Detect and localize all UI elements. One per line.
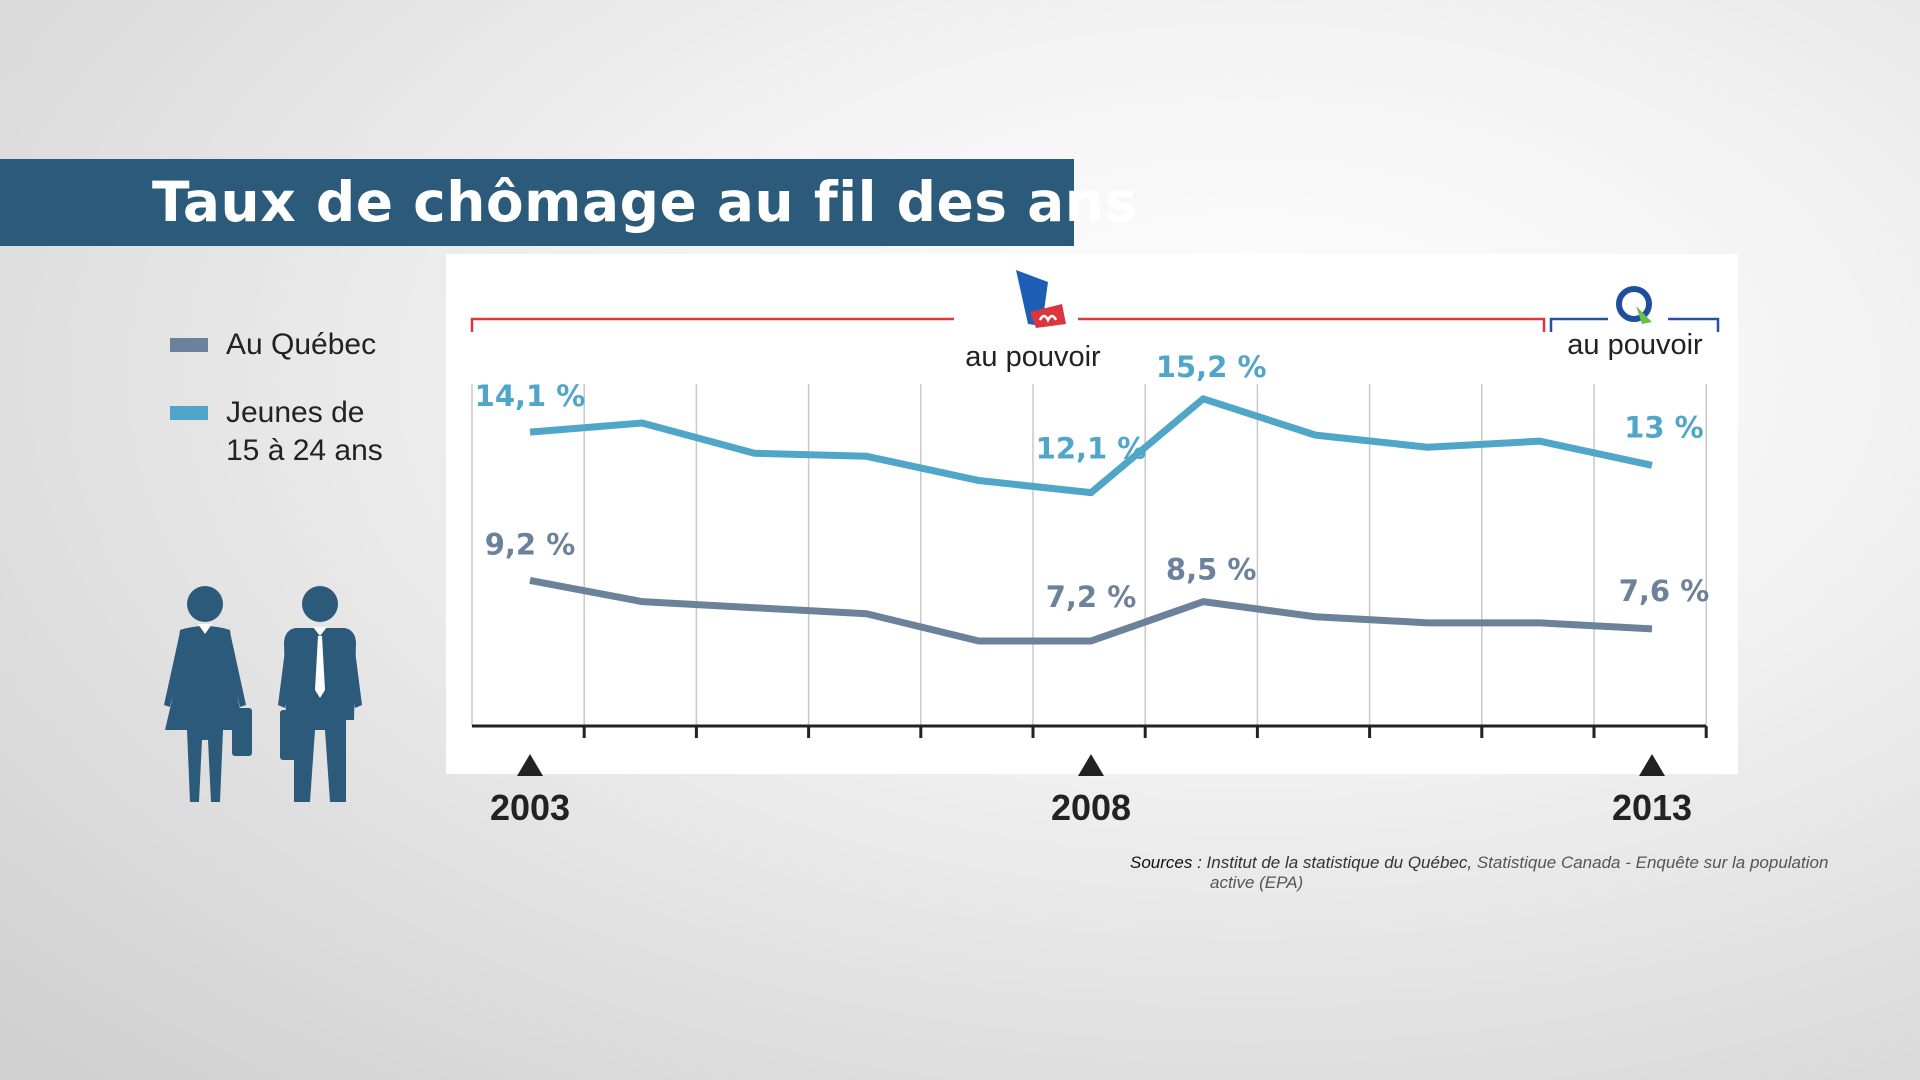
data-label: 8,5 % (1166, 553, 1257, 587)
legend-swatch-quebec (170, 338, 208, 352)
year-marker (1078, 754, 1104, 776)
liberal-bracket (470, 317, 954, 332)
legend-label-quebec: Au Québec (226, 328, 377, 361)
people-icon (164, 586, 362, 802)
sources-note: Sources : Institut de la statistique du … (1130, 853, 1870, 893)
legend-swatch-youth (170, 406, 208, 420)
page-title: Taux de chômage au fil des ans (152, 170, 1138, 234)
sources-key: Sources : (1130, 853, 1202, 872)
pq-bracket-right (1668, 317, 1720, 332)
line-chart: au pouvoir au pouvoir 14,1 % 12,1 % 15,2 %… (470, 270, 1720, 828)
data-label: 12,1 % (1036, 432, 1147, 466)
chart-panel: au pouvoir au pouvoir 14,1 % 12,1 % 15,2 %… (446, 254, 1738, 828)
x-tick-label: 2003 (490, 787, 570, 828)
sources-rest: Statistique Canada - Enquête sur la popu… (1476, 853, 1829, 872)
data-label: 7,6 % (1619, 574, 1710, 608)
title-banner: Taux de chômage au fil des ans (0, 159, 1137, 246)
data-label: 7,2 % (1046, 580, 1137, 614)
x-tick-label: 2013 (1612, 787, 1692, 828)
pq-party-label: au pouvoir (1567, 329, 1703, 361)
liberal-bracket-right (1078, 317, 1546, 332)
year-marker (517, 754, 543, 776)
legend-label-youth: Jeunes de 15 à 24 ans (226, 396, 383, 467)
year-marker (1639, 754, 1665, 776)
data-label: 15,2 % (1156, 350, 1267, 384)
sources-line2: active (EPA) (1210, 873, 1304, 892)
data-label: 9,2 % (485, 527, 576, 561)
liberal-party-label: au pouvoir (965, 341, 1101, 373)
parti-quebecois-logo-icon (1616, 286, 1652, 324)
data-label: 13 % (1624, 410, 1704, 444)
liberal-logo-icon (1016, 270, 1066, 328)
pq-bracket-left (1549, 317, 1608, 332)
data-label: 14,1 % (475, 379, 586, 413)
sources-org: Institut de la statistique du Québec, (1206, 853, 1473, 872)
x-tick-label: 2008 (1051, 787, 1131, 828)
